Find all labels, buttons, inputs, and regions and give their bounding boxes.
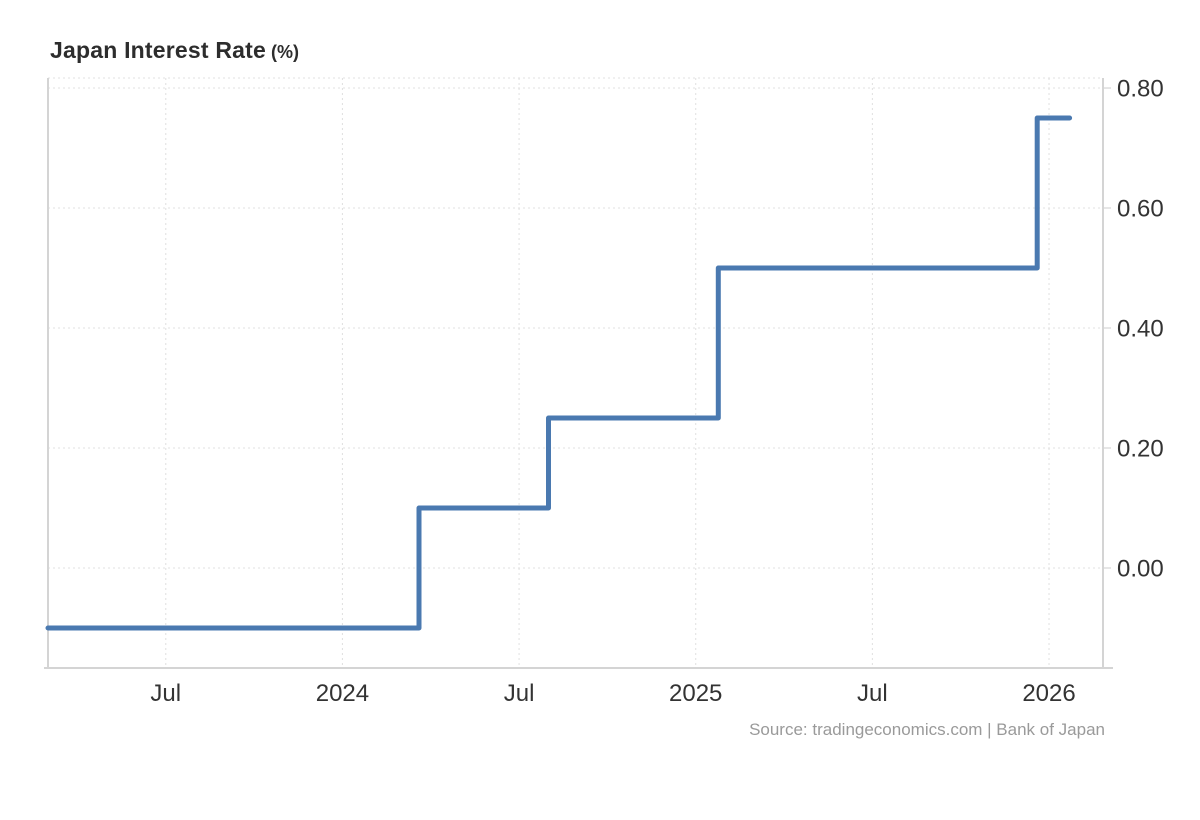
chart-title-unit: (%) (271, 42, 299, 62)
chart-title-text: Japan Interest Rate (50, 37, 266, 63)
x-tick-label: Jul (504, 680, 535, 707)
chart-title: Japan Interest Rate (%) (50, 37, 299, 63)
source-credit: Source: tradingeconomics.com | Bank of J… (749, 720, 1105, 739)
y-tick-label: 0.40 (1117, 316, 1164, 343)
x-tick-label: 2024 (316, 680, 369, 707)
y-tick-label: 0.20 (1117, 435, 1164, 462)
x-tick-label: 2026 (1022, 680, 1075, 707)
rate-step-line (45, 115, 1073, 631)
y-tick-label: 0.80 (1117, 76, 1164, 103)
y-tick-label: 0.00 (1117, 555, 1164, 582)
y-tick-label: 0.60 (1117, 196, 1164, 223)
x-tick-label: Jul (857, 680, 888, 707)
x-tick-label: 2025 (669, 680, 722, 707)
x-tick-label: Jul (150, 680, 181, 707)
